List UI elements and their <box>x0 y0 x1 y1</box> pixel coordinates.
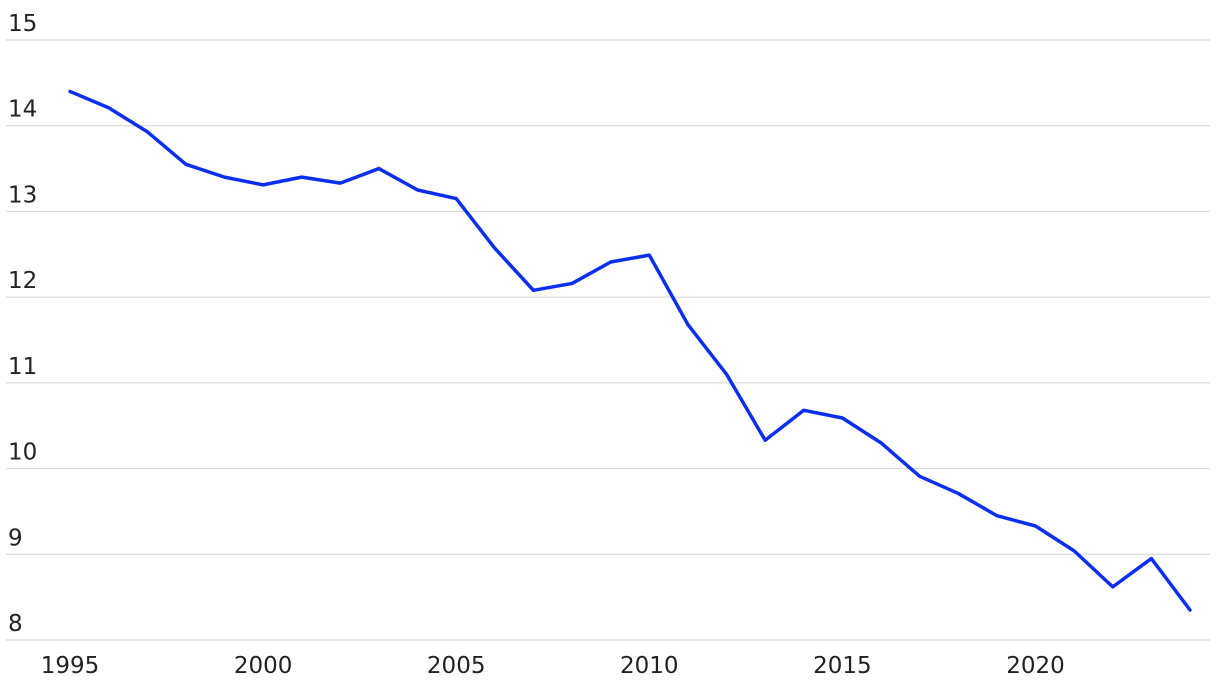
x-tick-label: 2010 <box>620 653 679 679</box>
y-axis: 8 9 10 11 12 13 14 15 <box>8 11 37 637</box>
series-line-0 <box>68 89 1192 612</box>
series-group <box>68 89 1192 612</box>
y-tick-label: 14 <box>8 97 37 123</box>
y-tick-label: 9 <box>8 525 23 551</box>
x-tick-label: 1995 <box>41 653 100 679</box>
x-tick-label: 2005 <box>427 653 486 679</box>
y-tick-label: 11 <box>8 354 37 380</box>
x-tick-label: 2015 <box>813 653 872 679</box>
y-tick-label: 12 <box>8 268 37 294</box>
x-axis: 1995 2000 2005 2010 2015 2020 <box>41 653 1065 679</box>
y-tick-label: 10 <box>8 440 37 466</box>
y-tick-label: 15 <box>8 11 37 37</box>
x-tick-label: 2020 <box>1006 653 1065 679</box>
y-tick-label: 8 <box>8 611 23 637</box>
y-tick-label: 13 <box>8 182 37 208</box>
x-tick-label: 2000 <box>234 653 293 679</box>
gridlines <box>6 39 1210 641</box>
